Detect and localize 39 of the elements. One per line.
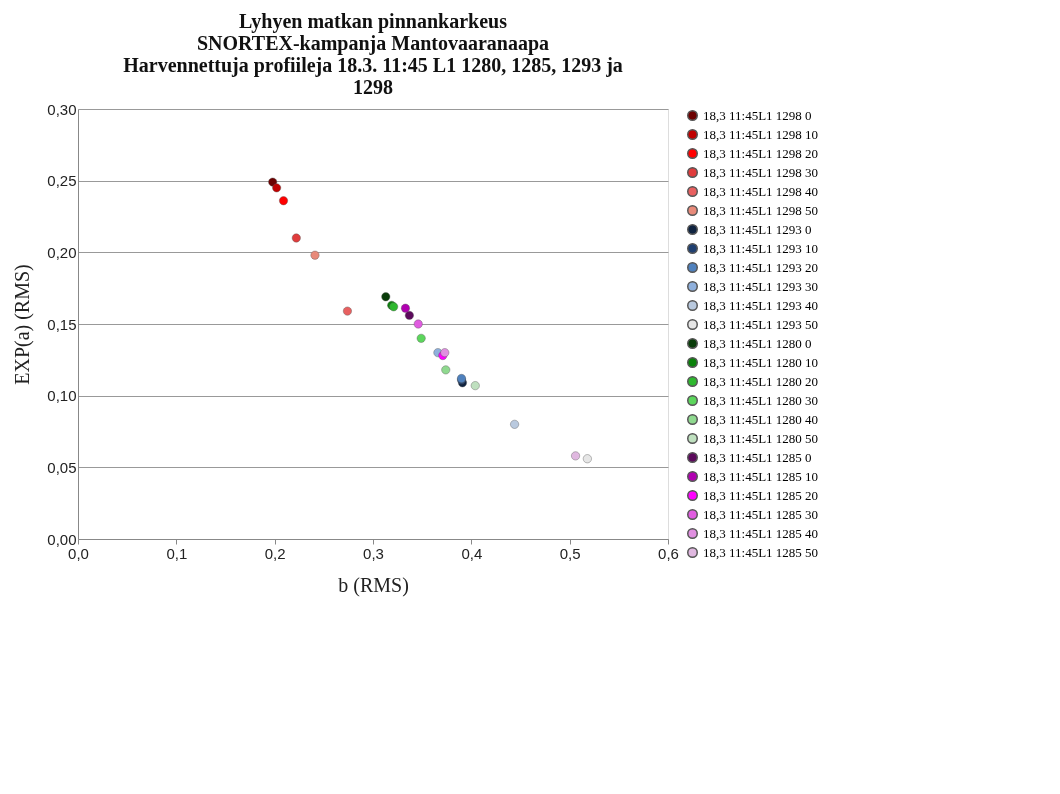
- x-tick-label: 0,3: [363, 544, 384, 562]
- legend-label: 18,3 11:45L1 1298 10: [703, 126, 819, 142]
- legend-label: 18,3 11:45L1 1285 50: [703, 544, 819, 560]
- legend-label: 18,3 11:45L1 1285 30: [703, 506, 819, 522]
- y-tick-label: 0,05: [47, 458, 77, 476]
- legend-label: 18,3 11:45L1 1293 20: [703, 259, 819, 275]
- legend-label: 18,3 11:45L1 1298 40: [703, 183, 819, 199]
- x-tick-label: 0,4: [461, 544, 483, 562]
- legend-label: 18,3 11:45L1 1298 20: [703, 145, 819, 161]
- legend-label: 18,3 11:45L1 1293 0: [703, 221, 812, 237]
- y-tick-label: 0,20: [47, 243, 77, 261]
- legend-label: 18,3 11:45L1 1280 40: [703, 411, 819, 427]
- x-tick-label: 0,6: [658, 544, 679, 562]
- legend-label: 18,3 11:45L1 1298 30: [703, 164, 819, 180]
- legend-label: 18,3 11:45L1 1293 10: [703, 240, 819, 256]
- legend-label: 18,3 11:45L1 1293 40: [703, 297, 819, 313]
- legend-label: 18,3 11:45L1 1280 30: [703, 392, 819, 408]
- legend-label: 18,3 11:45L1 1280 20: [703, 373, 819, 389]
- legend-label: 18,3 11:45L1 1280 50: [703, 430, 819, 446]
- legend-label: 18,3 11:45L1 1285 0: [703, 449, 812, 465]
- legend-label: 18,3 11:45L1 1293 50: [703, 316, 819, 332]
- y-tick-label: 0,25: [47, 172, 77, 190]
- legend-label: 18,3 11:45L1 1285 40: [703, 525, 819, 541]
- x-tick-label: 0,1: [166, 544, 188, 562]
- legend-label: 18,3 11:45L1 1293 30: [703, 278, 819, 294]
- chart-title: Lyhyen matkan pinnankarkeus SNORTEX-kampanja Mantovaaranaapa Harvennettuja profiileja 18.3. 11:45 L1 1280, 1285, 1293 ja 1298: [123, 10, 623, 98]
- x-tick-label: 0,2: [264, 544, 286, 562]
- y-tick-label: 0,30: [47, 100, 77, 118]
- y-tick-label: 0,15: [47, 315, 77, 333]
- legend-label: 18,3 11:45L1 1285 10: [703, 468, 819, 484]
- y-tick-label: 0,10: [47, 387, 77, 405]
- legend-label: 18,3 11:45L1 1298 0: [703, 107, 812, 123]
- legend-label: 18,3 11:45L1 1280 10: [703, 354, 819, 370]
- legend-label: 18,3 11:45L1 1280 0: [703, 335, 812, 351]
- legend-label: 18,3 11:45L1 1298 50: [703, 202, 819, 218]
- x-axis-title: b (RMS): [338, 573, 409, 597]
- legend-label: 18,3 11:45L1 1285 20: [703, 487, 819, 503]
- y-axis-title: EXP(a) (RMS): [11, 264, 35, 385]
- x-tick-label: 0,5: [559, 544, 581, 562]
